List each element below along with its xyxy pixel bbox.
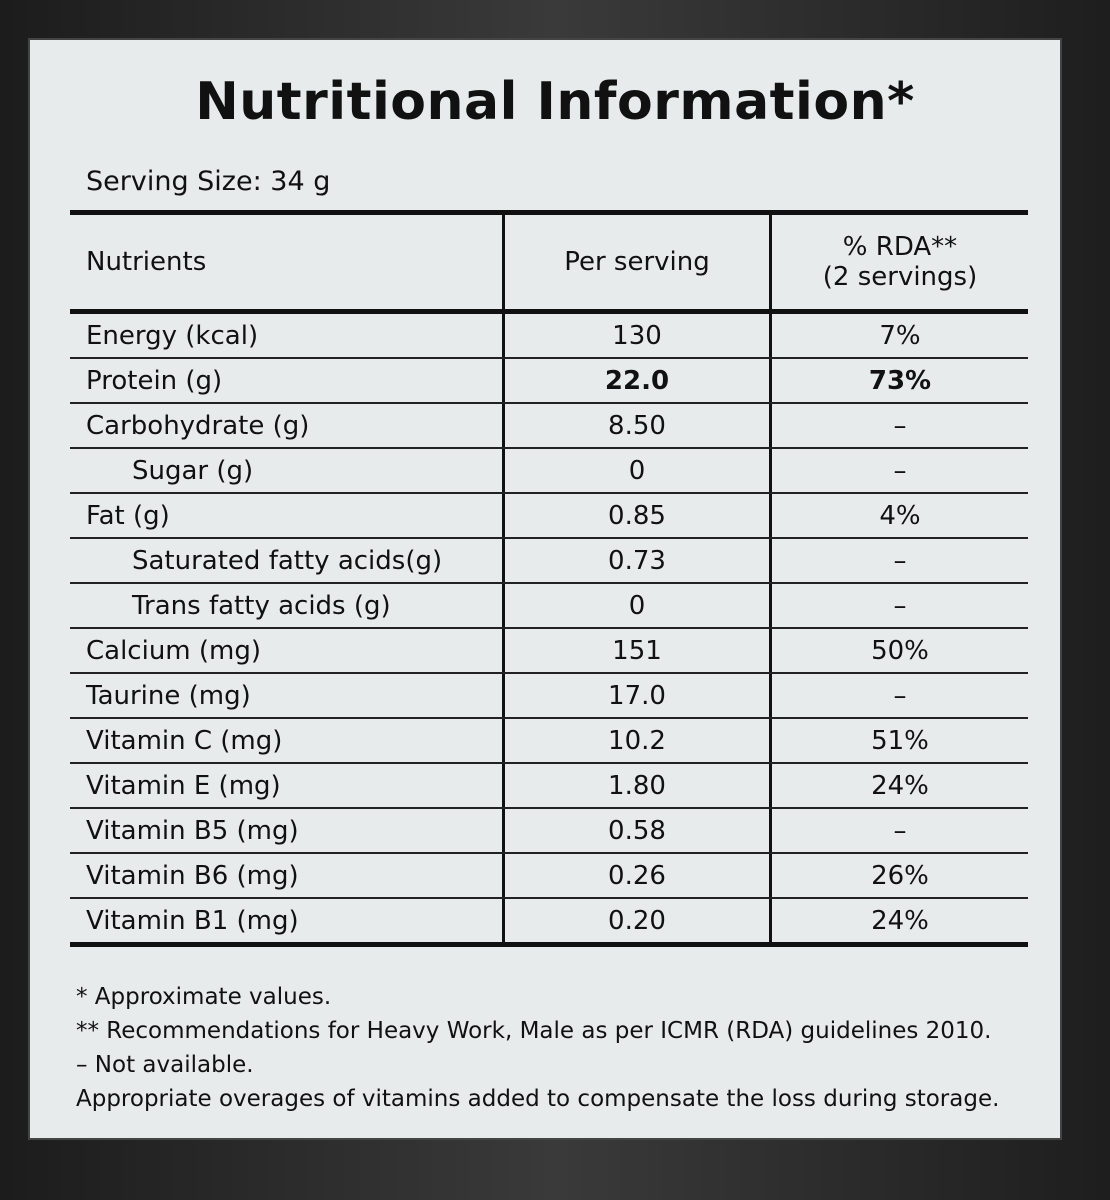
- table-row: Vitamin B6 (mg) 0.26 26%: [70, 854, 1028, 899]
- table-cell: 7%: [879, 320, 921, 351]
- table-body: Energy (kcal) 130 7% Protein (g) 22.0 73% Carb…: [70, 314, 1028, 947]
- table-cell: Vitamin B6 (mg): [86, 860, 299, 891]
- table-cell: –: [893, 590, 907, 621]
- table-cell: 51%: [871, 725, 929, 756]
- table-row: Vitamin C (mg) 10.2 51%: [70, 719, 1028, 764]
- table-cell: Vitamin B5 (mg): [86, 815, 299, 846]
- label-panel: [28, 38, 1062, 1140]
- table-cell: 26%: [871, 860, 929, 891]
- table-cell: Energy (kcal): [86, 320, 259, 351]
- table-cell: Vitamin B1 (mg): [86, 905, 299, 936]
- table-cell: 4%: [879, 500, 921, 531]
- header-line: % RDA**: [842, 232, 958, 262]
- table-cell: –: [893, 545, 907, 576]
- table-cell: 130: [502, 314, 772, 357]
- table-cell: 50%: [871, 635, 929, 666]
- header-cell: Nutrients: [86, 247, 207, 277]
- footnote: – Not available.: [76, 1052, 254, 1078]
- table-cell: Taurine (mg): [86, 680, 251, 711]
- table-cell: 0: [502, 449, 772, 492]
- table-cell: 10.2: [502, 719, 772, 762]
- table-cell: –: [893, 815, 907, 846]
- table-row: Vitamin B5 (mg) 0.58 –: [70, 809, 1028, 854]
- header-line: (2 servings): [822, 262, 978, 292]
- footnotes: * Approximate values. ** Recommendations …: [76, 980, 999, 1116]
- table-cell: Fat (g): [86, 500, 170, 531]
- table-row: Protein (g) 22.0 73%: [70, 359, 1028, 404]
- table-cell: Saturated fatty acids(g): [132, 545, 443, 576]
- table-cell: 73%: [868, 365, 932, 396]
- footnote: ** Recommendations for Heavy Work, Male …: [76, 1018, 992, 1044]
- table-cell: 22.0: [502, 359, 772, 402]
- table-cell: Calcium (mg): [86, 635, 262, 666]
- table-cell: Protein (g): [86, 365, 223, 396]
- table-row: Fat (g) 0.85 4%: [70, 494, 1028, 539]
- table-cell: Sugar (g): [132, 455, 254, 486]
- table-cell: 151: [502, 629, 772, 672]
- table-cell: –: [893, 455, 907, 486]
- table-cell: 24%: [871, 905, 929, 936]
- table-cell: –: [893, 410, 907, 441]
- footnote: Appropriate overages of vitamins added t…: [76, 1086, 1000, 1112]
- table-cell: 0.73: [502, 539, 772, 582]
- table-cell: 0.26: [502, 854, 772, 897]
- table-row: Trans fatty acids (g) 0 –: [70, 584, 1028, 629]
- nutrition-table: Nutrients Per serving % RDA** (2 serving…: [70, 210, 1028, 947]
- table-cell: 17.0: [502, 674, 772, 717]
- header-cell: Per serving: [502, 215, 772, 309]
- table-cell: 0.85: [502, 494, 772, 537]
- table-row: Vitamin B1 (mg) 0.20 24%: [70, 899, 1028, 947]
- table-cell: Vitamin C (mg): [86, 725, 283, 756]
- table-cell: –: [893, 680, 907, 711]
- title: Nutritional Information*: [195, 72, 915, 132]
- table-cell: Trans fatty acids (g): [132, 590, 391, 621]
- table-cell: 0.20: [502, 899, 772, 942]
- table-cell: 1.80: [502, 764, 772, 807]
- table-row: Calcium (mg) 151 50%: [70, 629, 1028, 674]
- table-cell: 0: [502, 584, 772, 627]
- table-row: Vitamin E (mg) 1.80 24%: [70, 764, 1028, 809]
- table-cell: 0.58: [502, 809, 772, 852]
- table-cell: 8.50: [502, 404, 772, 447]
- footnote: * Approximate values.: [76, 984, 332, 1010]
- header-cell: % RDA** (2 servings): [772, 215, 1028, 309]
- table-row: Carbohydrate (g) 8.50 –: [70, 404, 1028, 449]
- table-cell: 24%: [871, 770, 929, 801]
- table-row: Taurine (mg) 17.0 –: [70, 674, 1028, 719]
- table-row: Sugar (g) 0 –: [70, 449, 1028, 494]
- table-row: Saturated fatty acids(g) 0.73 –: [70, 539, 1028, 584]
- table-row: Energy (kcal) 130 7%: [70, 314, 1028, 359]
- header-row: Nutrients Per serving % RDA** (2 serving…: [70, 210, 1028, 314]
- table-cell: Carbohydrate (g): [86, 410, 310, 441]
- serving-size: Serving Size: 34 g: [86, 166, 331, 197]
- table-cell: Vitamin E (mg): [86, 770, 281, 801]
